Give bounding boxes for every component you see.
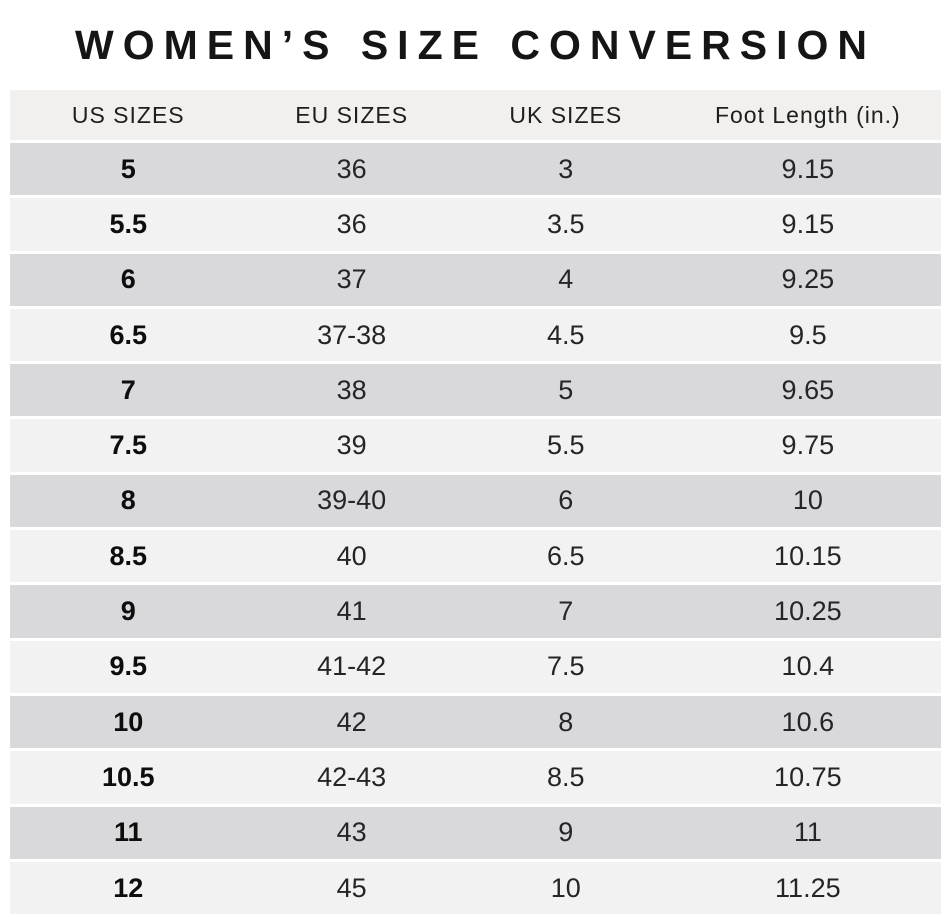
table-row: 10 42 8 10.6 [10, 695, 941, 749]
table-row: 9 41 7 10.25 [10, 585, 941, 638]
table-row: 5.5 36 3.5 9.15 [10, 198, 941, 251]
uk-size-cell: 4.5 [547, 319, 585, 350]
header-foot-length: Foot Length (in.) [714, 101, 901, 128]
foot-length-cell: 9.75 [781, 430, 835, 461]
page-title: WOMEN’S SIZE CONVERSION [75, 21, 876, 68]
table-row: 7 38 5 9.65 [10, 364, 941, 417]
us-size-cell: 12 [113, 872, 144, 903]
uk-size-cell: 3.5 [547, 208, 585, 239]
table-row: 12 45 10 11.25 [10, 861, 941, 915]
foot-length-cell: 10.25 [774, 596, 842, 627]
eu-size-cell: 38 [336, 374, 367, 405]
header-eu-sizes: EU SIZES [295, 101, 409, 128]
us-size-cell: 6.5 [109, 319, 147, 350]
table-body: 5 36 3 9.15 5.5 36 3.5 9.15 6 37 4 9.25 … [10, 143, 941, 915]
us-size-cell: 9.5 [109, 651, 147, 682]
header-us-sizes: US SIZES [71, 101, 185, 128]
uk-size-cell: 5 [558, 374, 574, 405]
us-size-cell: 10 [113, 706, 144, 737]
us-size-cell: 6 [120, 264, 136, 295]
uk-size-cell: 8 [558, 706, 574, 737]
foot-length-cell: 9.15 [781, 208, 835, 239]
table-row: 6 37 4 9.25 [10, 253, 941, 306]
us-size-cell: 8.5 [109, 540, 147, 571]
uk-size-cell: 10 [550, 872, 581, 903]
table-row: 6.5 37-38 4.5 9.5 [10, 308, 941, 362]
us-size-cell: 10.5 [101, 761, 155, 792]
us-size-cell: 7.5 [109, 430, 147, 461]
foot-length-cell: 9.5 [789, 319, 827, 350]
foot-length-cell: 10.4 [781, 651, 835, 682]
table-row: 10.5 42-43 8.5 10.75 [10, 751, 941, 804]
foot-length-cell: 10.6 [781, 706, 835, 737]
uk-size-cell: 4 [558, 264, 574, 295]
foot-length-cell: 10.75 [774, 761, 842, 792]
uk-size-cell: 8.5 [547, 761, 585, 792]
eu-size-cell: 41 [336, 596, 367, 627]
foot-length-cell: 10.15 [774, 540, 842, 571]
eu-size-cell: 43 [336, 817, 367, 848]
eu-size-cell: 42-43 [317, 761, 387, 792]
us-size-cell: 5 [120, 153, 136, 184]
uk-size-cell: 7.5 [547, 651, 585, 682]
table-row: 7.5 39 5.5 9.75 [10, 419, 941, 472]
table-row: 8 39-40 6 10 [10, 474, 941, 528]
eu-size-cell: 42 [336, 706, 367, 737]
eu-size-cell: 37 [336, 264, 367, 295]
us-size-cell: 5.5 [109, 208, 147, 239]
eu-size-cell: 39-40 [317, 485, 387, 516]
table-row: 9.5 41-42 7.5 10.4 [10, 640, 941, 693]
foot-length-cell: 9.25 [781, 264, 835, 295]
eu-size-cell: 40 [336, 540, 367, 571]
uk-size-cell: 6 [558, 485, 574, 516]
foot-length-cell: 10 [792, 485, 823, 516]
header-uk-sizes: UK SIZES [509, 101, 623, 128]
uk-size-cell: 6.5 [547, 540, 585, 571]
uk-size-cell: 3 [558, 153, 574, 184]
foot-length-cell: 9.65 [781, 374, 835, 405]
table-row: 5 36 3 9.15 [10, 143, 941, 196]
size-conversion-table: US SIZES EU SIZES UK SIZES Foot Length (… [10, 90, 941, 915]
eu-size-cell: 36 [336, 208, 367, 239]
foot-length-cell: 11.25 [775, 872, 841, 903]
table-row: 8.5 40 6.5 10.15 [10, 530, 941, 583]
foot-length-cell: 11 [793, 817, 822, 848]
us-size-cell: 11 [113, 817, 143, 848]
title-area: WOMEN’S SIZE CONVERSION [0, 0, 951, 90]
eu-size-cell: 37-38 [317, 319, 387, 350]
us-size-cell: 7 [120, 374, 136, 405]
us-size-cell: 8 [120, 485, 136, 516]
us-size-cell: 9 [120, 596, 136, 627]
foot-length-cell: 9.15 [781, 153, 835, 184]
uk-size-cell: 9 [558, 817, 574, 848]
uk-size-cell: 5.5 [547, 430, 585, 461]
uk-size-cell: 7 [558, 596, 574, 627]
eu-size-cell: 39 [336, 430, 367, 461]
eu-size-cell: 45 [336, 872, 367, 903]
eu-size-cell: 36 [336, 153, 367, 184]
table-header-row: US SIZES EU SIZES UK SIZES Foot Length (… [10, 90, 941, 140]
eu-size-cell: 41-42 [317, 651, 387, 682]
table-row: 11 43 9 11 [10, 806, 941, 859]
